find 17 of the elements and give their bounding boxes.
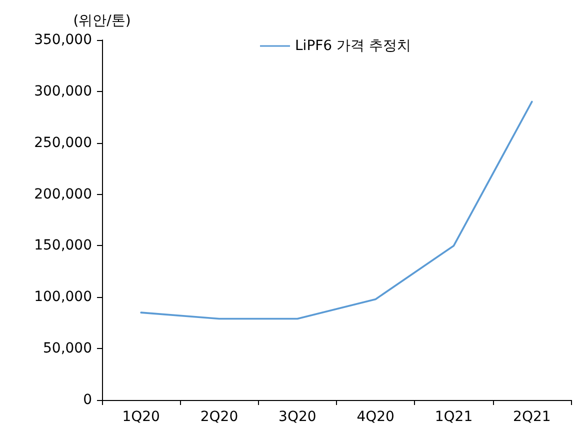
y-tick-label: 100,000 (34, 289, 92, 306)
y-tick-label: 150,000 (34, 238, 92, 254)
line-series (140, 100, 533, 320)
x-tick-label: 1Q21 (434, 409, 473, 425)
x-tick-label: 1Q20 (122, 409, 160, 425)
y-tick-label: 200,000 (34, 186, 92, 202)
x-tick-label: 3Q20 (278, 409, 316, 425)
y-tick-label: 350,000 (34, 32, 92, 48)
x-tick-label: 4Q20 (356, 409, 394, 425)
y-tick-label: 300,000 (34, 83, 92, 100)
y-tick-label: 0 (83, 392, 92, 408)
x-tick-label: 2Q20 (200, 409, 238, 425)
legend-label: LiPF6 가격 추정치 (295, 38, 411, 54)
y-tick-label: 50,000 (43, 340, 92, 357)
y-axis-title: (위안/톤) (73, 13, 131, 29)
x-tick-label: 2Q21 (513, 409, 551, 425)
y-tick-label: 250,000 (34, 134, 92, 151)
